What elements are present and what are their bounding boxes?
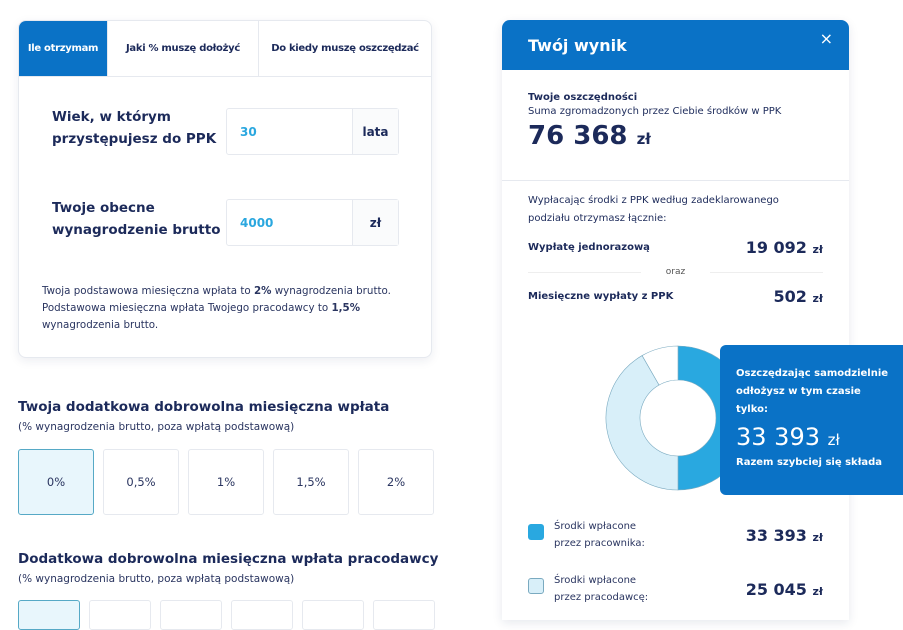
payout-section: Wypłacając środki z PPK według zadeklaro… bbox=[528, 192, 824, 306]
currency: zł bbox=[827, 431, 840, 449]
legend-item-employer: Środki wpłacone przez pracodawcę: 25 045 z… bbox=[528, 568, 823, 610]
tab-jaki-procent[interactable]: Jaki % muszę dołożyć bbox=[108, 21, 259, 76]
legend-label: Środki wpłacone bbox=[554, 575, 637, 586]
donut-segment bbox=[641, 345, 679, 386]
age-value[interactable]: 30 bbox=[240, 124, 257, 139]
note-text: wynagrodzenia brutto. bbox=[42, 319, 159, 331]
contribution-note: Twoja podstawowa miesięczna wpłata to 2%… bbox=[42, 283, 402, 334]
employee-extra-title: Twoja dodatkowa dobrowolna miesięczna wp… bbox=[18, 399, 390, 415]
currency: zł bbox=[636, 130, 651, 148]
close-icon[interactable]: × bbox=[819, 28, 833, 48]
employer-extra-title: Dodatkowa dobrowolna miesięczna wpłata p… bbox=[18, 551, 439, 567]
result-title: Twój wynik bbox=[528, 35, 627, 55]
and-separator: oraz bbox=[528, 267, 824, 277]
result-panel: Twój wynik × Twoje oszczędności Suma zgro… bbox=[502, 20, 849, 620]
payout-desc: Wypłacając środki z PPK według zadeklaro… bbox=[528, 195, 779, 224]
lump-value: 19 092 bbox=[745, 238, 807, 257]
calculator-card: Ile otrzymam Jaki % muszę dołożyć Do kie… bbox=[18, 20, 432, 358]
employee-extra-subtitle: (% wynagrodzenia brutto, poza wpłatą pod… bbox=[18, 421, 295, 433]
age-label-line: przystępujesz do PPK bbox=[52, 131, 217, 147]
donut-segment bbox=[605, 355, 679, 491]
tab-do-kiedy[interactable]: Do kiedy muszę oszczędzać bbox=[271, 43, 419, 54]
savings-section: Twoje oszczędności Suma zgromadzonych pr… bbox=[528, 92, 823, 151]
age-label: Wiek, w którym przystępujesz do PPK bbox=[52, 106, 216, 150]
tooltip-footer: Razem szybciej się składa bbox=[736, 457, 883, 468]
age-input[interactable]: 30 lata bbox=[226, 108, 399, 155]
currency: zł bbox=[812, 530, 823, 544]
option-0-5[interactable]: 0,5% bbox=[103, 449, 179, 515]
lump-amount: 19 092 zł bbox=[746, 238, 823, 257]
salary-unit: zł bbox=[352, 200, 398, 245]
employer-extra-subtitle: (% wynagrodzenia brutto, poza wpłatą pod… bbox=[18, 573, 295, 585]
savings-amount: 76 368 zł bbox=[528, 121, 823, 151]
lump-label: Wypłatę jednorazową bbox=[528, 242, 650, 253]
legend-label: przez pracodawcę: bbox=[554, 592, 649, 603]
salary-label-line: Twoje obecne bbox=[52, 200, 155, 216]
note-text: wynagrodzenia brutto. Podstawowa miesięc… bbox=[42, 285, 391, 314]
salary-input[interactable]: 4000 zł bbox=[226, 199, 399, 246]
currency: zł bbox=[812, 584, 823, 598]
legend-swatch bbox=[528, 578, 544, 594]
savings-value: 76 368 bbox=[528, 121, 628, 151]
divider bbox=[502, 180, 849, 181]
tooltip-amount: 33 393 zł bbox=[736, 423, 894, 451]
note-employee-pct: 2% bbox=[253, 285, 272, 297]
employee-extra-options: 0% 0,5% 1% 1,5% 2% bbox=[18, 449, 434, 515]
tooltip-text: Oszczędzając samodzielnie odłożysz w tym… bbox=[736, 368, 889, 415]
result-header: Twój wynik × bbox=[502, 20, 849, 70]
salary-label-line: wynagrodzenie brutto bbox=[52, 222, 221, 238]
salary-value[interactable]: 4000 bbox=[240, 215, 274, 230]
age-unit: lata bbox=[352, 109, 398, 154]
currency: zł bbox=[812, 292, 823, 305]
option-2[interactable]: 2% bbox=[358, 449, 434, 515]
comparison-tooltip: Oszczędzając samodzielnie odłożysz w tym… bbox=[720, 345, 903, 495]
tooltip-value: 33 393 bbox=[736, 423, 820, 451]
option-1-5[interactable]: 1,5% bbox=[273, 449, 349, 515]
legend-value: 33 393 bbox=[745, 525, 807, 545]
tabs: Ile otrzymam Jaki % muszę dołożyć Do kie… bbox=[19, 21, 431, 77]
salary-label: Twoje obecne wynagrodzenie brutto bbox=[52, 197, 220, 241]
monthly-amount: 502 zł bbox=[774, 287, 823, 306]
legend-value: 25 045 bbox=[745, 579, 807, 599]
legend-label: przez pracownika: bbox=[554, 538, 645, 549]
legend-amount: 33 393 zł bbox=[746, 526, 823, 545]
currency: zł bbox=[812, 243, 823, 256]
legend-label: Środki wpłacone bbox=[554, 521, 637, 532]
savings-desc: Suma zgromadzonych przez Ciebie środków … bbox=[528, 106, 782, 117]
age-label-line: Wiek, w którym bbox=[52, 109, 171, 125]
legend-swatch bbox=[528, 524, 544, 540]
monthly-label: Miesięczne wypłaty z PPK bbox=[528, 291, 674, 302]
monthly-value: 502 bbox=[773, 287, 807, 306]
legend-amount: 25 045 zł bbox=[746, 580, 823, 599]
legend-item-employee: Środki wpłacone przez pracownika: 33 393 z… bbox=[528, 514, 823, 556]
tab-ile-otrzymam[interactable]: Ile otrzymam bbox=[19, 21, 108, 76]
savings-label: Twoje oszczędności bbox=[528, 92, 638, 103]
and-label: oraz bbox=[665, 267, 686, 277]
note-employer-pct: 1,5% bbox=[331, 302, 361, 314]
note-text: Twoja podstawowa miesięczna wpłata to bbox=[42, 285, 254, 297]
legend: Środki wpłacone przez pracownika: 33 393 z… bbox=[528, 514, 823, 610]
option-1[interactable]: 1% bbox=[188, 449, 264, 515]
monthly-row: Miesięczne wypłaty z PPK 502 zł bbox=[528, 287, 823, 306]
option-0[interactable]: 0% bbox=[18, 449, 94, 515]
lump-row: Wypłatę jednorazową 19 092 zł bbox=[528, 238, 823, 257]
